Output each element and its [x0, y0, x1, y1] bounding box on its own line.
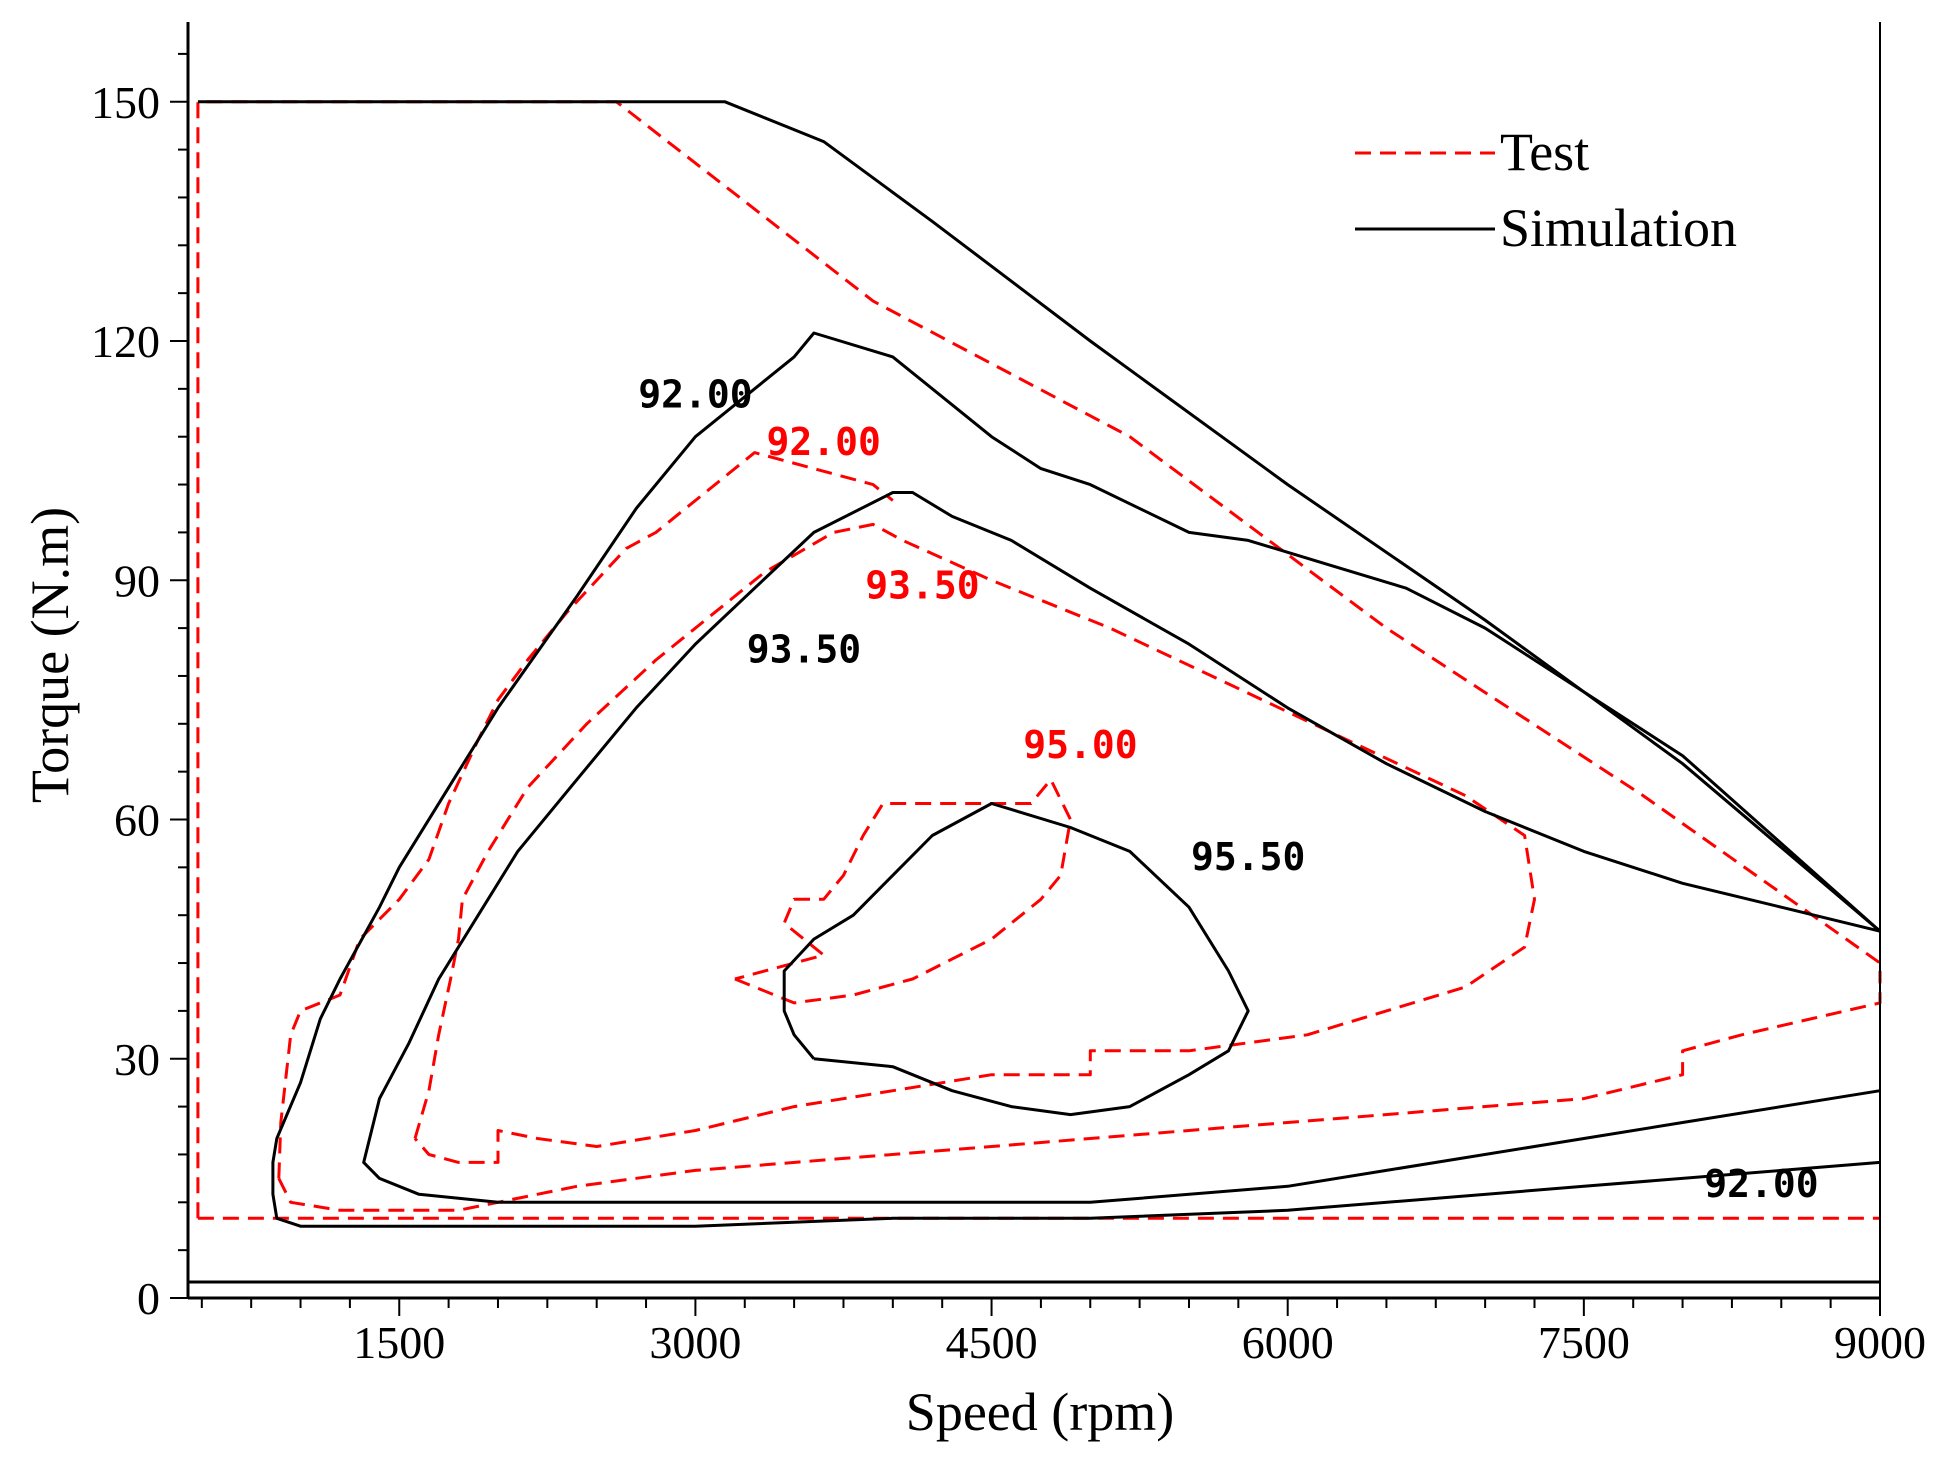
- y-tick-label-0: 0: [137, 1273, 160, 1324]
- y-tick-label-30: 30: [114, 1034, 160, 1085]
- legend: Test Simulation: [1355, 122, 1737, 258]
- curve-layer: [188, 100, 1882, 1284]
- simulation-curve-0: [197, 100, 1881, 933]
- y-tick-label-60: 60: [114, 795, 160, 846]
- x-tick-label-7500: 7500: [1538, 1317, 1630, 1368]
- x-tick-label-3000: 3000: [649, 1317, 741, 1368]
- contour-label-3: 93.50: [747, 628, 861, 672]
- simulation-curve-4: [782, 802, 1250, 1117]
- x-tick-label-4500: 4500: [946, 1317, 1038, 1368]
- x-tick-label-9000: 9000: [1834, 1317, 1926, 1368]
- contour-label-0: 92.00: [638, 372, 752, 416]
- legend-label-simulation: Simulation: [1500, 198, 1737, 258]
- legend-label-test: Test: [1500, 122, 1589, 182]
- x-axis-title: Speed (rpm): [906, 1382, 1174, 1442]
- y-tick-label-90: 90: [114, 555, 160, 606]
- simulation-curve-3: [362, 491, 1881, 1204]
- x-tick-label-1500: 1500: [353, 1317, 445, 1368]
- test-curve-2: [277, 971, 1882, 1212]
- test-curve-5: [734, 778, 1072, 1005]
- y-tick-label-150: 150: [91, 77, 160, 128]
- contour-label-2: 93.50: [865, 564, 979, 608]
- y-axis-title: Torque (N.m): [20, 507, 80, 803]
- simulation-curve-2: [271, 331, 1881, 1228]
- x-tick-label-6000: 6000: [1242, 1317, 1334, 1368]
- contour-label-6: 92.00: [1704, 1162, 1818, 1206]
- contour-label-1: 92.00: [767, 420, 881, 464]
- y-tick-label-120: 120: [91, 316, 160, 367]
- test-curve-3: [277, 451, 894, 1179]
- contour-label-4: 95.00: [1023, 723, 1137, 767]
- axes-layer: 1500 3000 4500 6000 7500 9000 0 30 60 90 120 150: [91, 22, 1926, 1368]
- contour-label-5: 95.50: [1191, 835, 1305, 879]
